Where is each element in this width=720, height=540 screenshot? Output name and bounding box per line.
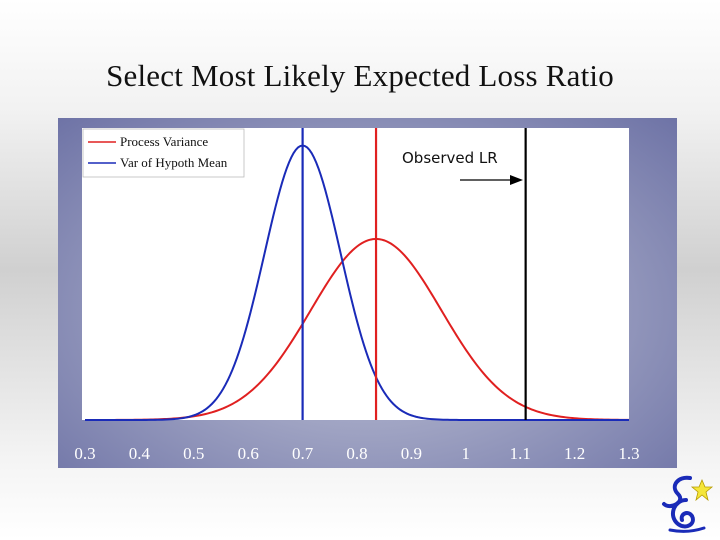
x-tick-label: 0.4 xyxy=(129,444,151,463)
x-tick-label: 0.8 xyxy=(346,444,367,463)
x-tick-label: 1 xyxy=(462,444,471,463)
series-curve-var-of-hypoth-mean xyxy=(85,144,629,421)
x-tick-label: 0.5 xyxy=(183,444,204,463)
chart: 0.3 0.4 0.5 0.6 0.7 0.8 0.9 1 1.1 1.2 1.3 Observed… xyxy=(74,128,640,463)
x-tick-label: 1.1 xyxy=(510,444,531,463)
legend-label-process-variance: Process Variance xyxy=(120,134,208,149)
x-tick-label: 0.7 xyxy=(292,444,314,463)
company-logo xyxy=(662,475,714,533)
slide-title: Select Most Likely Expected Loss Ratio xyxy=(106,58,614,93)
observed-lr-arrowhead xyxy=(510,175,523,185)
x-tick-label: 0.6 xyxy=(238,444,259,463)
chart-panel: 0.3 0.4 0.5 0.6 0.7 0.8 0.9 1 1.1 1.2 1.3 Observed… xyxy=(58,118,677,468)
legend: Process Variance Var of Hypoth Mean xyxy=(82,128,245,178)
observed-lr-label: Observed LR xyxy=(402,149,498,167)
x-tick-label: 0.9 xyxy=(401,444,422,463)
legend-label-var-hypoth-mean: Var of Hypoth Mean xyxy=(120,155,228,170)
x-tick-label: 0.3 xyxy=(74,444,95,463)
x-tick-label: 1.2 xyxy=(564,444,585,463)
x-tick-label: 1.3 xyxy=(618,444,639,463)
